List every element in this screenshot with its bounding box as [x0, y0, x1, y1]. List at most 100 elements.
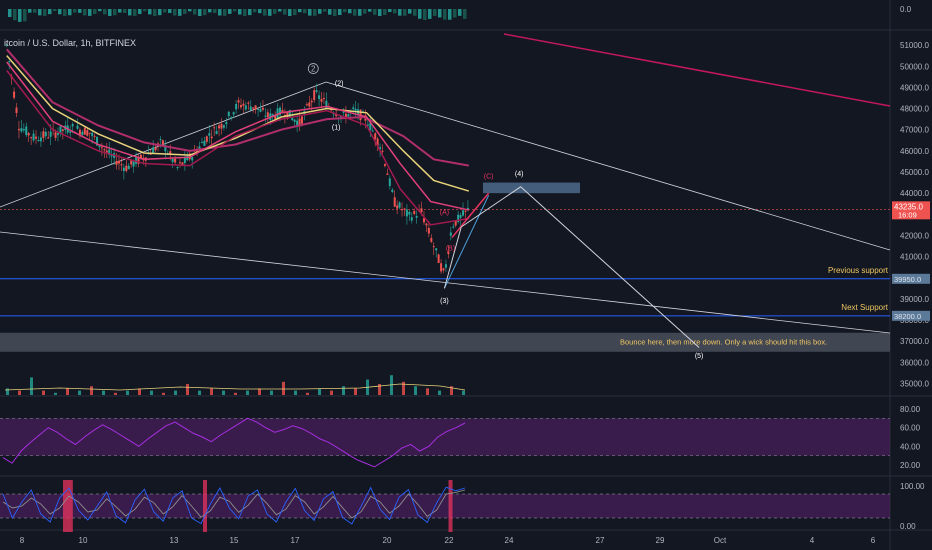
candle-body	[320, 98, 323, 102]
stoch-signal-marker	[203, 480, 207, 532]
candle-body	[257, 108, 260, 110]
rsi-band	[0, 418, 890, 456]
x-tick-label: 15	[230, 536, 239, 545]
macd-histogram-bar	[133, 9, 137, 16]
candle-body	[396, 205, 399, 209]
x-tick-label: 27	[596, 536, 605, 545]
volume-bar	[6, 388, 9, 395]
candle-body	[464, 210, 467, 212]
wave-label: (4)	[515, 171, 524, 178]
volume-average-line	[4, 383, 466, 391]
candle-body	[391, 189, 394, 193]
volume-bar	[294, 390, 297, 395]
price-tick-label: 51000.0	[900, 41, 929, 50]
macd-histogram-bar	[313, 9, 317, 16]
volume-bar	[90, 386, 93, 395]
wave-label: (5)	[695, 353, 704, 360]
rsi-tick-label: 40.00	[900, 442, 921, 451]
volume-bar	[246, 390, 249, 395]
x-tick-label: 20	[383, 536, 392, 545]
candle-body	[366, 124, 369, 126]
volume-bar	[438, 390, 441, 395]
volume-bar	[66, 388, 69, 395]
candle-body	[69, 131, 72, 133]
moving-average-line	[6, 70, 469, 226]
candle-body	[125, 165, 128, 172]
volume-bar	[30, 377, 33, 395]
macd-histogram-bar	[143, 9, 147, 12]
x-tick-label: 24	[505, 536, 514, 545]
candle-body	[139, 154, 142, 159]
candle-body	[466, 207, 469, 209]
macd-histogram-bar	[68, 9, 72, 16]
candle-body	[176, 167, 179, 169]
macd-histogram-bar	[253, 9, 257, 13]
macd-histogram-bar	[153, 9, 157, 16]
candle-body	[76, 125, 79, 129]
candle-body	[315, 90, 318, 92]
volume-bar	[126, 390, 129, 395]
candle-body	[235, 104, 238, 110]
candle-body	[96, 136, 99, 146]
macd-histogram-bar	[173, 9, 177, 16]
macd-histogram-bar	[213, 9, 217, 14]
macd-histogram-bar	[438, 9, 442, 18]
macd-histogram-bar	[38, 9, 42, 16]
macd-histogram-bar	[33, 9, 37, 13]
candle-body	[100, 147, 103, 149]
support-price-tag	[892, 310, 930, 321]
candle-body	[13, 91, 16, 98]
macd-histogram-bar	[23, 9, 27, 22]
macd-histogram-bar	[343, 9, 347, 13]
macd-histogram-bar	[273, 9, 277, 14]
macd-histogram-bar	[393, 9, 397, 14]
candle-body	[286, 111, 289, 119]
macd-histogram-bar	[448, 9, 452, 20]
candle-body	[266, 112, 269, 118]
macd-histogram-bar	[258, 9, 262, 14]
candle-body	[200, 141, 203, 143]
macd-histogram-bar	[178, 9, 182, 16]
price-tick-label: 36000.0	[900, 358, 929, 367]
volume-bar	[54, 392, 57, 395]
wave-label: (3)	[440, 298, 449, 305]
macd-histogram-bar	[203, 9, 207, 16]
candle-body	[249, 106, 252, 111]
volume-bar	[186, 384, 189, 395]
macd-histogram-bar	[248, 9, 252, 16]
x-tick-label: 4	[810, 536, 815, 545]
support-label: Next Support	[841, 303, 888, 312]
candle-body	[115, 160, 118, 165]
stoch-band	[0, 494, 890, 518]
candle-body	[61, 129, 64, 131]
macd-axis-label: 0.0	[900, 5, 912, 14]
candle-body	[222, 125, 225, 128]
macd-histogram-bar	[328, 9, 332, 15]
candle-body	[442, 268, 445, 271]
long-resistance-line	[503, 33, 891, 107]
candle-body	[383, 164, 386, 166]
candle-body	[210, 136, 213, 139]
volume-bar	[138, 388, 141, 395]
volume-bar	[102, 390, 105, 395]
candle-body	[59, 126, 62, 134]
candle-body	[430, 237, 433, 242]
candle-body	[432, 246, 435, 248]
macd-histogram-bar	[233, 9, 237, 12]
macd-histogram-bar	[193, 9, 197, 15]
macd-histogram-bar	[63, 9, 67, 16]
candle-body	[208, 133, 211, 136]
macd-histogram-bar	[298, 9, 302, 13]
candle-body	[281, 110, 284, 113]
volume-bar	[174, 390, 177, 395]
macd-histogram-bar	[308, 9, 312, 16]
volume-bar	[114, 392, 117, 395]
macd-histogram-bar	[463, 9, 467, 19]
macd-histogram-bar	[378, 9, 382, 16]
candle-body	[261, 107, 264, 110]
candle-body	[78, 129, 81, 135]
macd-histogram-bar	[288, 9, 292, 16]
macd-histogram-bar	[83, 9, 87, 16]
candle-body	[252, 107, 255, 109]
